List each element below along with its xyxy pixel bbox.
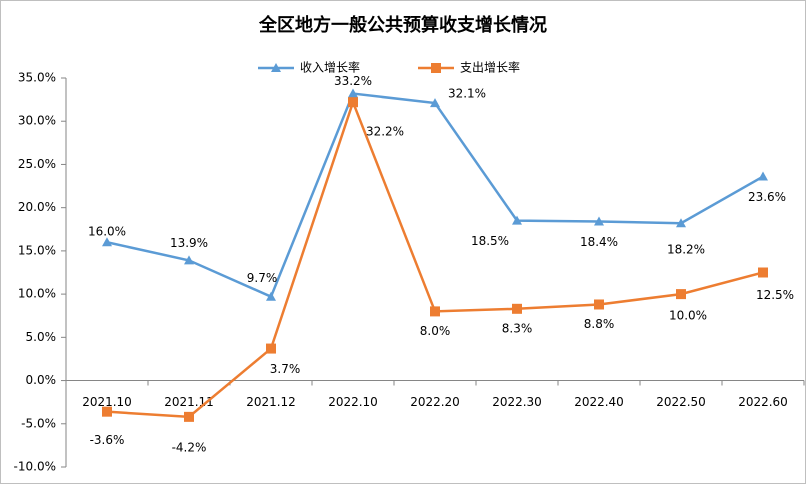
data-label: 13.9% (170, 236, 208, 250)
x-tick-label: 2022.20 (410, 395, 460, 409)
data-point (266, 343, 276, 354)
data-label: 8.3% (502, 321, 533, 335)
data-point (348, 97, 358, 108)
data-point (758, 267, 768, 278)
data-point (266, 291, 276, 301)
data-point (102, 406, 112, 417)
data-label: 32.1% (448, 87, 486, 101)
data-label: 23.6% (748, 190, 786, 204)
x-tick-label: 2022.40 (574, 395, 624, 409)
y-tick-label: 0.0% (26, 373, 57, 387)
legend-label: 支出增长率 (460, 60, 520, 75)
data-point (102, 237, 112, 247)
x-tick-label: 2022.60 (738, 395, 788, 409)
x-tick-label: 2022.30 (492, 395, 542, 409)
y-tick-label: 15.0% (18, 243, 56, 257)
data-point (676, 289, 686, 300)
data-label: 18.2% (667, 243, 705, 257)
y-tick-label: 10.0% (18, 287, 56, 301)
data-point (184, 255, 194, 265)
data-point (758, 171, 768, 181)
data-label: 9.7% (247, 271, 278, 285)
x-tick-label: 2022.50 (656, 395, 706, 409)
data-point (594, 216, 604, 226)
x-tick-label: 2022.10 (328, 395, 378, 409)
x-tick-label: 2021.12 (246, 395, 296, 409)
data-point (348, 88, 358, 98)
data-label: 16.0% (88, 225, 126, 239)
data-label: 8.8% (584, 317, 615, 331)
legend-label: 收入增长率 (300, 60, 360, 75)
chart-title: 全区地方一般公共预算收支增长情况 (258, 14, 547, 36)
data-point (676, 218, 686, 228)
data-label: -3.6% (90, 433, 125, 447)
legend-marker (431, 63, 441, 73)
data-label: 32.2% (366, 125, 404, 139)
data-point (512, 215, 522, 225)
y-tick-label: 20.0% (18, 200, 56, 214)
y-tick-label: 5.0% (26, 330, 57, 344)
data-label: 10.0% (669, 309, 707, 323)
y-tick-label: -5.0% (21, 416, 56, 430)
data-label: 3.7% (270, 362, 301, 376)
legend-marker (271, 63, 281, 72)
data-point (430, 98, 440, 108)
data-label: 33.2% (334, 74, 372, 88)
data-label: 18.5% (471, 234, 509, 248)
data-point (430, 306, 440, 317)
data-point (184, 411, 194, 422)
y-tick-label: 35.0% (18, 71, 56, 85)
data-label: 12.5% (756, 288, 794, 302)
data-label: 18.4% (580, 235, 618, 249)
y-tick-label: -10.0% (14, 460, 56, 474)
data-label: -4.2% (172, 440, 207, 454)
y-tick-label: 25.0% (18, 157, 56, 171)
data-label: 8.0% (420, 324, 451, 338)
data-point (594, 299, 604, 310)
y-tick-label: 30.0% (18, 114, 56, 128)
x-tick-label: 2021.10 (82, 395, 132, 409)
data-point (512, 303, 522, 314)
